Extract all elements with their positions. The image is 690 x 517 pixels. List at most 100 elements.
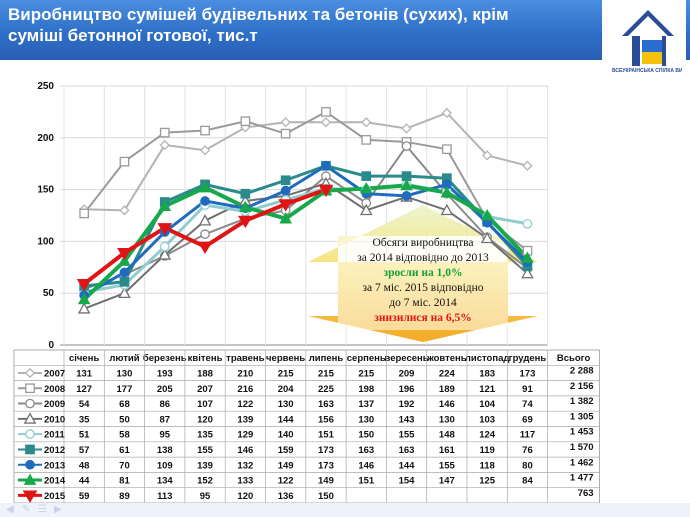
category-label: листопад: [465, 353, 510, 364]
table-cell: 150: [318, 491, 334, 502]
arrow-left-icon[interactable]: ◀: [6, 504, 14, 515]
data-point-2014: [279, 212, 292, 224]
data-point-2008: [321, 107, 331, 117]
data-point-2009: [401, 141, 412, 151]
table-total: 1 453: [570, 427, 594, 438]
y-tick-label: 0: [48, 340, 54, 351]
legend-marker-2007: [24, 367, 36, 379]
legend-marker-2011: [25, 429, 35, 439]
table-cell: 70: [119, 460, 130, 471]
callout-line-3: зросли на 1,0%: [383, 267, 463, 279]
data-point-2015: [318, 184, 334, 198]
table-cell: 122: [278, 476, 294, 487]
table-cell: 58: [119, 430, 130, 441]
table-cell: 54: [79, 399, 90, 410]
table-cell: 84: [522, 476, 533, 487]
table-cell: 68: [119, 399, 130, 410]
table-cell: 147: [439, 476, 455, 487]
data-point-2015: [197, 241, 213, 255]
table-cell: 207: [197, 384, 213, 395]
data-point-2010: [440, 203, 454, 216]
table-cell: 136: [278, 491, 294, 502]
data-point-2008: [119, 156, 130, 167]
table-cell: 120: [197, 414, 213, 425]
data-point-2014: [158, 199, 172, 212]
callout-line-2: за 2014 відповідно до 2013: [357, 252, 489, 264]
table-cell: 146: [237, 445, 253, 456]
legend-marker-2010: [23, 412, 37, 424]
data-point-2012: [119, 276, 130, 287]
table-cell: 91: [522, 384, 533, 395]
category-label: січень: [69, 353, 99, 364]
callout-line-4: за 7 міс. 2015 відповідно: [362, 282, 484, 294]
table-cell: 76: [522, 445, 533, 456]
category-label: вересень: [384, 353, 428, 364]
y-tick-label: 100: [37, 236, 54, 247]
table-cell: 86: [159, 399, 170, 410]
table-cell: 135: [197, 430, 214, 441]
table-cell: 44: [79, 476, 90, 487]
data-point-2008: [200, 125, 210, 136]
table-cell: 95: [159, 430, 170, 441]
data-point-2007: [280, 117, 291, 128]
legend-marker-2014: [23, 473, 37, 485]
category-label: червень: [266, 353, 305, 364]
y-tick-label: 150: [37, 185, 54, 196]
table-cell: 144: [278, 414, 295, 425]
table-cell: 210: [237, 368, 253, 379]
table-cell: 144: [399, 460, 416, 471]
data-point-2007: [441, 107, 452, 119]
data-point-2010: [77, 302, 91, 314]
menu-icon[interactable]: ☰: [38, 504, 47, 515]
category-label: серпень: [347, 353, 386, 364]
table-total: 1 570: [570, 442, 594, 453]
table-cell: 173: [520, 368, 536, 379]
data-point-2011: [159, 241, 170, 252]
arrow-right-icon[interactable]: ▶: [54, 504, 62, 515]
table-cell: 146: [439, 399, 455, 410]
category-label: травень: [226, 353, 264, 364]
data-point-2013: [280, 185, 291, 196]
callout-text: Обсяги виробництва за 2014 відповідно до…: [338, 236, 508, 326]
table-cell: 149: [278, 460, 294, 471]
data-point-2008: [441, 144, 452, 155]
table-cell: 215: [318, 368, 335, 379]
data-point-2007: [482, 150, 493, 161]
table-cell: 143: [399, 414, 415, 425]
data-point-2007: [401, 123, 412, 134]
pen-icon[interactable]: ✎: [22, 504, 31, 515]
table-cell: 152: [197, 476, 213, 487]
table-cell: 159: [278, 445, 294, 456]
table-cell: 87: [159, 414, 170, 425]
legend-label: 2014: [44, 476, 66, 487]
category-label: грудень: [509, 353, 547, 364]
data-point-2010: [521, 266, 534, 279]
y-tick-label: 250: [37, 81, 54, 92]
data-point-2007: [159, 139, 170, 151]
data-point-2013: [119, 267, 130, 278]
total-header: Всього: [557, 353, 591, 364]
table-cell: 173: [318, 460, 334, 471]
table-cell: 89: [119, 491, 130, 502]
series-line-2013: [83, 164, 529, 297]
data-point-2014: [77, 292, 91, 305]
table-cell: 104: [479, 399, 496, 410]
table-cell: 35: [79, 414, 90, 425]
title-bar: [0, 0, 690, 60]
data-point-2015: [278, 199, 293, 212]
table-cell: 117: [520, 430, 535, 441]
table-cell: 148: [439, 430, 455, 441]
table-cell: 61: [119, 445, 130, 456]
data-point-2010: [158, 248, 172, 260]
table-cell: 224: [439, 368, 456, 379]
table-total: 1 462: [570, 457, 594, 468]
data-point-2011: [522, 218, 533, 229]
table-cell: 215: [358, 368, 375, 379]
table-cell: 119: [479, 445, 494, 456]
data-point-2015: [76, 279, 92, 292]
category-label: липень: [309, 353, 344, 364]
table-cell: 205: [157, 384, 174, 395]
table-cell: 196: [399, 384, 415, 395]
table-cell: 124: [479, 430, 496, 441]
table-cell: 183: [479, 368, 495, 379]
